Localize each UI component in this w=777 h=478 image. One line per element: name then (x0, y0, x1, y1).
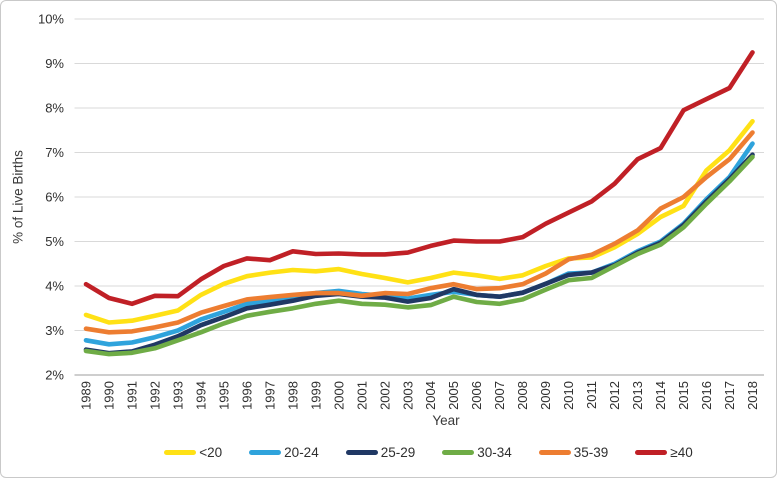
x-tick-label: 1992 (147, 381, 162, 410)
x-tick-label: 2013 (630, 381, 645, 410)
y-axis-title: % of Live Births (10, 150, 26, 244)
legend-label: 25-29 (380, 445, 416, 460)
x-tick-label: 1995 (216, 381, 231, 410)
legend-label: <20 (199, 445, 223, 460)
y-tick-label: 3% (45, 323, 64, 338)
x-tick-label: 2010 (561, 381, 576, 410)
legend-item-35-39: 35-39 (538, 445, 609, 460)
x-tick-label: 2011 (584, 381, 599, 409)
legend-item-30-34: 30-34 (442, 445, 512, 460)
x-tick-label: 1994 (193, 381, 208, 410)
x-tick-label: 2008 (515, 381, 530, 410)
x-tick-label: 1998 (285, 381, 300, 410)
x-tick-label: 2001 (354, 381, 369, 410)
y-tick-label: 4% (45, 279, 64, 294)
legend-swatch (249, 450, 282, 455)
x-tick-label: 2006 (469, 381, 484, 410)
legend-label: 30-34 (477, 445, 512, 460)
legend-item-20-24: 20-24 (249, 445, 319, 460)
x-tick-label: 1990 (101, 381, 116, 410)
y-tick-label: 6% (45, 190, 64, 205)
legend-swatch (635, 450, 668, 455)
legend-item-≥40: ≥40 (635, 445, 693, 460)
legend-swatch (442, 450, 475, 455)
x-tick-label: 2005 (446, 381, 461, 410)
x-tick-label: 1991 (124, 381, 139, 410)
y-tick-label: 7% (45, 145, 64, 160)
legend-item-<20: <20 (164, 445, 222, 460)
x-tick-label: 2014 (653, 381, 668, 410)
series-lines (83, 50, 755, 357)
series-line-30-34 (83, 154, 755, 357)
legend-label: ≥40 (670, 445, 693, 460)
legend-swatch (164, 450, 197, 455)
x-tick-label: 1993 (170, 381, 185, 410)
x-tick-label: 2000 (331, 381, 346, 410)
legend-label: 35-39 (573, 445, 609, 460)
x-tick-label: 2012 (607, 381, 622, 410)
x-tick-label: 1989 (78, 381, 93, 410)
legend-item-25-29: 25-29 (345, 445, 416, 460)
legend-swatch (538, 450, 571, 455)
x-tick-label: 2004 (423, 381, 438, 410)
legend-label: 20-24 (284, 445, 319, 460)
y-tick-label: 8% (45, 101, 64, 116)
y-tick-label: 2% (45, 368, 64, 383)
series-line-25-29 (83, 152, 755, 356)
legend-swatch (345, 450, 378, 455)
x-tick-label: 2003 (400, 381, 415, 410)
x-tick-label: 2018 (745, 381, 760, 410)
x-tick-label: 2016 (699, 381, 714, 410)
x-tick-label: 1999 (308, 381, 323, 410)
y-tick-labels: 2% 3% 4% 5% 6% 7% 8% 9% 10% (38, 12, 64, 383)
x-tick-labels: 1989 1990 1991 1992 1993 1994 1995 1996 1997 1998… (78, 381, 760, 410)
x-tick-label: 2015 (676, 381, 691, 410)
chart-legend: <20 20-24 25-29 30-34 35-39 ≥40 (91, 445, 766, 460)
series-line-35-39 (83, 130, 755, 335)
x-tick-label: 2007 (492, 381, 507, 410)
y-tick-label: 5% (45, 234, 64, 249)
y-tick-label: 9% (45, 56, 64, 71)
x-tick-label: 2017 (722, 381, 737, 410)
x-tick-label: 1996 (239, 381, 254, 410)
series-line-<20 (83, 119, 755, 325)
y-tick-label: 10% (38, 12, 64, 27)
series-line-≥40 (83, 50, 755, 307)
x-tick-label: 1997 (262, 381, 277, 410)
x-axis-title: Year (432, 413, 460, 428)
x-tick-label: 2009 (538, 381, 553, 410)
x-tick-label: 2002 (377, 381, 392, 410)
